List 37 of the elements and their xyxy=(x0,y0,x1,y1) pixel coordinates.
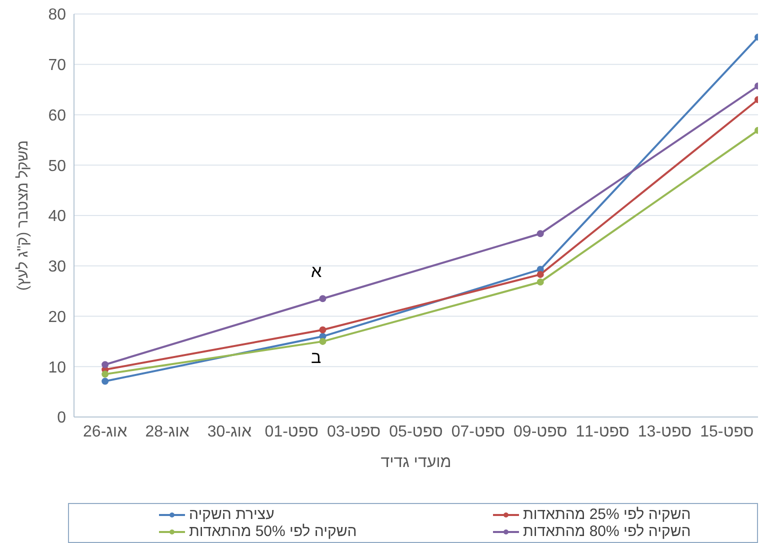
y-tick-label: 0 xyxy=(57,410,66,427)
point xyxy=(319,338,326,345)
x-tick-label: 15-ספט xyxy=(700,423,754,440)
x-tick-label: 28-אוג xyxy=(145,423,190,440)
x-tick-label: 07-ספט xyxy=(451,423,506,440)
x-tick-label: 03-ספט xyxy=(326,423,381,440)
x-tick-label: 11-ספט xyxy=(576,423,630,440)
legend-label: עצירת השקיה xyxy=(189,506,274,523)
x-tick-label: 05-ספט xyxy=(389,423,443,440)
y-tick-label: 20 xyxy=(48,308,66,326)
y-tick-label: 10 xyxy=(48,359,66,376)
annotation: א xyxy=(311,262,322,282)
x-tick-label: 09-ספט xyxy=(514,423,568,440)
point xyxy=(536,270,544,278)
x-tick-label: 01-ספט xyxy=(264,423,318,440)
point xyxy=(319,326,326,334)
x-tick-label: 13-ספט xyxy=(638,423,692,440)
point xyxy=(319,295,326,302)
x-tick-label: 26-אוג xyxy=(83,423,128,440)
legend-label: השקיה לפי 50% מהתאדות xyxy=(189,523,357,540)
point xyxy=(536,278,544,286)
y-tick-label: 50 xyxy=(48,158,66,175)
y-axis-title: משקל מצטבר (ק"ג לעץ) xyxy=(14,140,32,291)
point xyxy=(102,378,109,385)
y-tick-label: 60 xyxy=(48,107,66,124)
x-axis-title: מועדי גדיד xyxy=(380,454,452,471)
point xyxy=(102,370,109,378)
point xyxy=(536,230,544,238)
x-tick-label: 30-אוג xyxy=(207,423,252,440)
y-tick-label: 40 xyxy=(48,208,66,226)
y-tick-label: 80 xyxy=(48,6,66,24)
legend-label: השקיה לפי 25% מהתאדות xyxy=(523,506,691,523)
point xyxy=(102,361,109,368)
annotation: ב xyxy=(311,348,322,368)
y-tick-label: 30 xyxy=(48,258,66,276)
y-tick-label: 70 xyxy=(48,57,66,74)
legend-label: השקיה לפי 80% מהתאדות xyxy=(523,523,691,540)
